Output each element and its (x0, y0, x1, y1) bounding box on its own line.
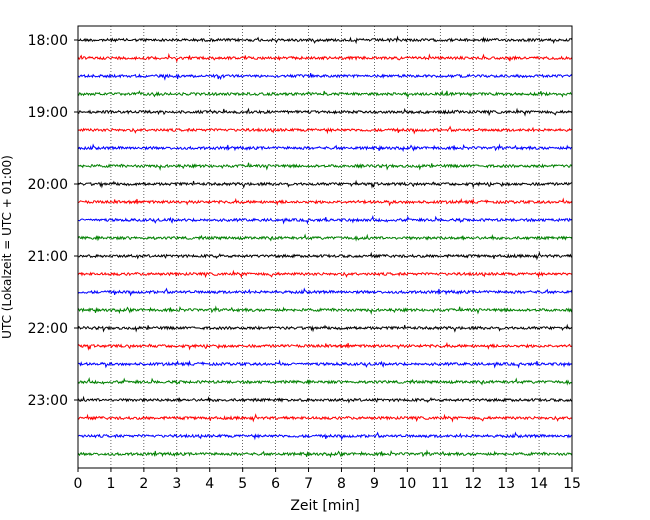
trace-2 (77, 73, 573, 81)
trace-7 (77, 162, 573, 171)
y-tick-label-2: 20:00 (28, 177, 68, 193)
x-tick-label-14: 14 (530, 476, 548, 492)
x-tick-label-3: 3 (172, 476, 181, 492)
plot-background (78, 26, 572, 468)
y-tick-label-1: 19:00 (28, 105, 68, 121)
trace-21 (77, 413, 573, 423)
trace-14 (77, 287, 573, 297)
x-tick-label-0: 0 (74, 476, 83, 492)
trace-9 (77, 197, 573, 207)
y-axis-ticks: 18:00 19:00 20:00 21:00 22:00 23:00 (28, 33, 78, 409)
trace-20 (77, 395, 573, 404)
x-tick-label-12: 12 (464, 476, 482, 492)
trace-3 (77, 90, 573, 99)
trace-16 (77, 323, 573, 333)
x-axis-label: Zeit [min] (290, 498, 359, 514)
trace-5 (77, 125, 573, 135)
y-tick-label-5: 23:00 (28, 393, 68, 409)
x-tick-label-10: 10 (398, 476, 416, 492)
trace-23 (77, 449, 573, 459)
x-tick-label-2: 2 (139, 476, 148, 492)
y-tick-label-0: 18:00 (28, 33, 68, 49)
x-tick-label-11: 11 (431, 476, 449, 492)
trace-18 (77, 359, 573, 369)
x-tick-label-4: 4 (205, 476, 214, 492)
x-axis-ticks: 0 1 2 3 4 5 6 7 8 9 10 11 12 13 14 15 (74, 468, 581, 492)
x-tick-label-13: 13 (497, 476, 515, 492)
trace-13 (77, 269, 573, 279)
trace-4 (77, 107, 573, 117)
trace-19 (77, 377, 573, 386)
x-tick-label-6: 6 (271, 476, 280, 492)
x-tick-label-7: 7 (304, 476, 313, 492)
y-tick-label-3: 21:00 (28, 249, 68, 265)
trace-1 (77, 52, 573, 63)
trace-11 (77, 233, 573, 242)
trace-22 (77, 431, 573, 441)
x-tick-label-1: 1 (106, 476, 115, 492)
y-axis-label: UTC (Lokalzeit = UTC + 01:00) (0, 155, 14, 339)
x-tick-label-8: 8 (337, 476, 346, 492)
trace-8 (77, 179, 573, 189)
trace-17 (77, 341, 573, 351)
plot-frame (77, 25, 573, 469)
trace-6 (77, 143, 573, 153)
y-tick-label-4: 22:00 (28, 321, 68, 337)
trace-15 (77, 305, 573, 315)
seismogram-traces (77, 35, 573, 459)
trace-0 (77, 35, 573, 45)
x-tick-label-5: 5 (238, 476, 247, 492)
trace-10 (77, 215, 573, 225)
x-tick-label-15: 15 (563, 476, 581, 492)
trace-12 (77, 251, 573, 261)
x-tick-label-9: 9 (370, 476, 379, 492)
